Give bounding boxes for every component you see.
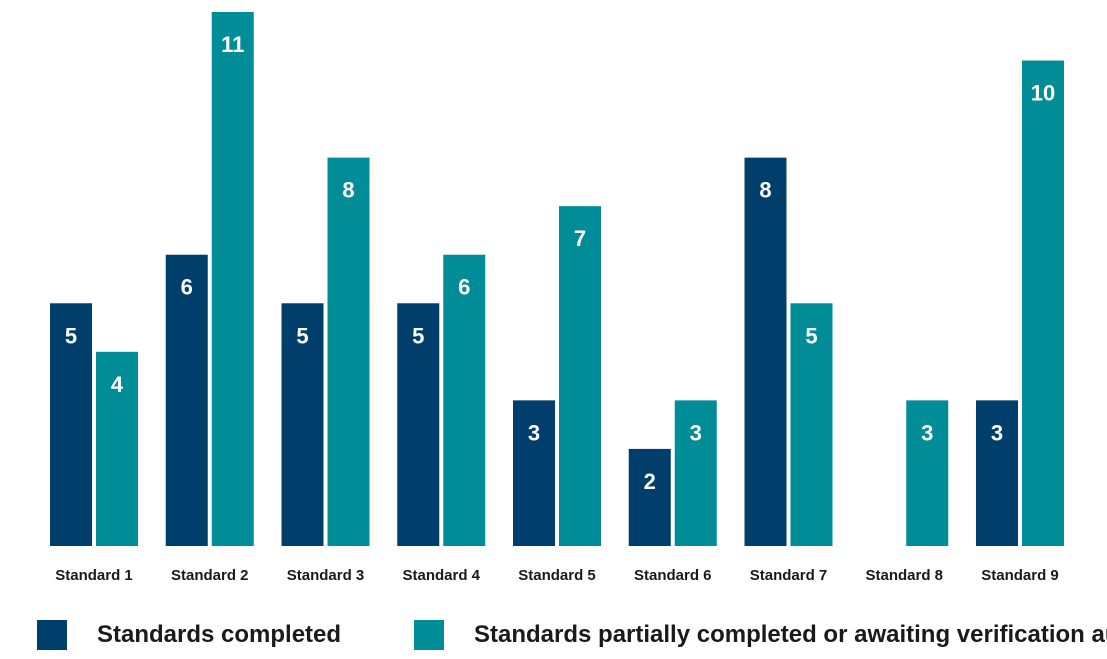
legend: Standards completed Standards partially …: [0, 620, 1107, 650]
data-label-standard-8-series-2: 3: [921, 420, 933, 445]
bar-standard-3-series-1: [281, 303, 324, 546]
x-tick-label-standard-1: Standard 1: [55, 567, 133, 584]
data-label-standard-7-series-2: 5: [805, 323, 817, 348]
x-tick-label-standard-7: Standard 7: [750, 567, 828, 584]
data-label-standard-6-series-2: 3: [690, 420, 702, 445]
data-label-standard-2-series-2: 11: [221, 32, 244, 57]
data-label-standard-3-series-1: 5: [296, 323, 308, 348]
data-label-standard-1-series-2: 4: [111, 372, 124, 397]
legend-item-partial: Standards partially completed or awaitin…: [414, 620, 1107, 650]
legend-swatch-partial: [414, 620, 444, 650]
data-label-standard-2-series-1: 6: [181, 275, 193, 300]
bar-standard-9-series-2: [1022, 60, 1064, 546]
data-label-standard-3-series-2: 8: [342, 178, 354, 203]
bar-standard-7-series-1: [744, 157, 787, 547]
x-tick-label-standard-4: Standard 4: [402, 567, 480, 584]
bar-standard-1-series-1: [50, 303, 92, 546]
legend-label-completed: Standards completed: [97, 621, 342, 648]
legend-swatch-completed: [37, 620, 67, 650]
data-label-standard-5-series-1: 3: [528, 420, 540, 445]
x-tick-label-standard-5: Standard 5: [518, 567, 596, 584]
bar-standard-8-series-2: [906, 400, 949, 546]
bar-standard-5-series-1: [513, 400, 555, 546]
x-tick-label-standard-3: Standard 3: [287, 567, 365, 584]
data-label-standard-9-series-1: 3: [991, 420, 1003, 445]
bar-standard-6-series-1: [628, 448, 671, 546]
bar-standard-6-series-2: [674, 400, 717, 546]
x-tick-label-standard-2: Standard 2: [171, 567, 249, 584]
bar-standard-4-series-1: [397, 303, 440, 546]
data-label-standard-4-series-1: 5: [412, 323, 424, 348]
bar-standard-7-series-2: [790, 303, 833, 546]
data-label-standard-7-series-1: 8: [759, 178, 771, 203]
bar-standard-1-series-2: [96, 351, 138, 546]
x-tick-label-standard-8: Standard 8: [865, 567, 943, 584]
x-tick-label-standard-6: Standard 6: [634, 567, 712, 584]
data-label-standard-4-series-2: 6: [458, 275, 470, 300]
bar-standard-9-series-1: [976, 400, 1018, 546]
data-label-standard-6-series-1: 2: [644, 469, 656, 494]
legend-item-completed: Standards completed: [37, 620, 341, 650]
data-label-standard-1-series-1: 5: [65, 323, 77, 348]
bar-standard-3-series-2: [327, 157, 370, 547]
data-label-standard-9-series-2: 10: [1031, 81, 1055, 106]
bar-standard-2-series-1: [165, 254, 208, 546]
data-label-standard-5-series-2: 7: [574, 226, 586, 251]
bar-standard-2-series-2: [211, 12, 254, 546]
bar-standard-5-series-2: [559, 206, 601, 546]
bar-standard-4-series-2: [443, 254, 486, 546]
x-tick-label-standard-9: Standard 9: [981, 567, 1059, 584]
legend-label-partial: Standards partially completed or awaitin…: [474, 621, 1107, 648]
